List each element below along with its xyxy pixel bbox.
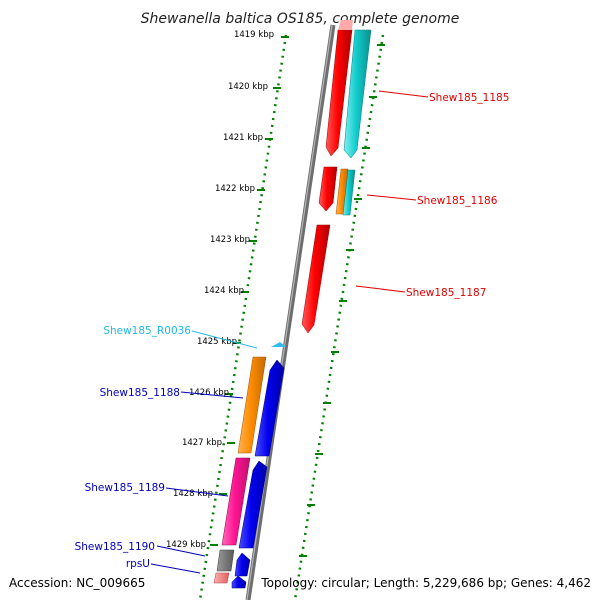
right-gene-features bbox=[301, 20, 372, 334]
gene-feature-1188-orange[interactable] bbox=[237, 356, 267, 454]
kbp-label-1428: 1428 kbp bbox=[173, 489, 213, 499]
leader-lines bbox=[150, 90, 429, 574]
genome-backbone bbox=[245, 24, 336, 600]
gene-label-1185[interactable]: Shew185_1185 bbox=[429, 92, 509, 104]
kbp-label-1421: 1421 kbp bbox=[223, 133, 263, 143]
backbone-highlight bbox=[246, 24, 333, 600]
gene-feature-1189-pink[interactable] bbox=[221, 457, 251, 546]
gene-feature-rpsU[interactable] bbox=[213, 572, 230, 584]
kbp-label-1419: 1419 kbp bbox=[234, 30, 274, 40]
left-dotted-track bbox=[198, 34, 288, 600]
gene-label-1187[interactable]: Shew185_1187 bbox=[406, 287, 486, 299]
kbp-label-1423: 1423 kbp bbox=[210, 235, 250, 245]
kbp-label-1422: 1422 kbp bbox=[215, 184, 255, 194]
gene-feature-rpsU-blue[interactable] bbox=[231, 575, 247, 589]
gene-feature-1188[interactable] bbox=[254, 359, 285, 457]
gene-labels: Shew185_1185 Shew185_1186 Shew185_1187 S… bbox=[75, 92, 510, 570]
kbp-label-1426: 1426 kbp bbox=[189, 388, 229, 398]
kbp-label-1424: 1424 kbp bbox=[204, 286, 244, 296]
gene-feature-1187[interactable] bbox=[301, 224, 331, 334]
genome-title: Shewanella baltica OS185, complete genom… bbox=[141, 11, 460, 27]
gene-label-1188[interactable]: Shew185_1188 bbox=[100, 387, 180, 399]
gene-label-R0036[interactable]: Shew185_R0036 bbox=[103, 325, 191, 337]
accession-text: Accession: NC_009665 bbox=[9, 576, 145, 590]
gene-feature-R0036[interactable] bbox=[271, 342, 286, 347]
left-gene-features bbox=[213, 342, 286, 589]
kbp-labels: 1419 kbp 1420 kbp 1421 kbp 1422 kbp 1423… bbox=[166, 30, 274, 550]
gene-feature-1186-cyan[interactable] bbox=[342, 169, 356, 216]
gene-label-rpsU[interactable]: rpsU bbox=[126, 558, 150, 570]
gene-feature-1186[interactable] bbox=[318, 166, 338, 212]
gene-feature-1189[interactable] bbox=[238, 460, 268, 549]
gene-label-1189[interactable]: Shew185_1189 bbox=[85, 482, 165, 494]
gene-feature-1190-gray[interactable] bbox=[216, 549, 235, 572]
gene-feature-1190[interactable] bbox=[234, 552, 251, 577]
tick-marks bbox=[210, 36, 385, 557]
kbp-label-1429: 1429 kbp bbox=[166, 540, 206, 550]
kbp-label-1425: 1425 kbp bbox=[197, 337, 237, 347]
kbp-label-1420: 1420 kbp bbox=[228, 82, 268, 92]
gene-feature-pink-top bbox=[338, 20, 353, 30]
gene-label-1186[interactable]: Shew185_1186 bbox=[417, 195, 498, 207]
kbp-label-1427: 1427 kbp bbox=[182, 438, 222, 448]
gene-feature-1185-cyan[interactable] bbox=[343, 29, 372, 159]
genome-summary-text: Topology: circular; Length: 5,229,686 bp… bbox=[260, 576, 591, 590]
gene-label-1190[interactable]: Shew185_1190 bbox=[75, 541, 155, 553]
